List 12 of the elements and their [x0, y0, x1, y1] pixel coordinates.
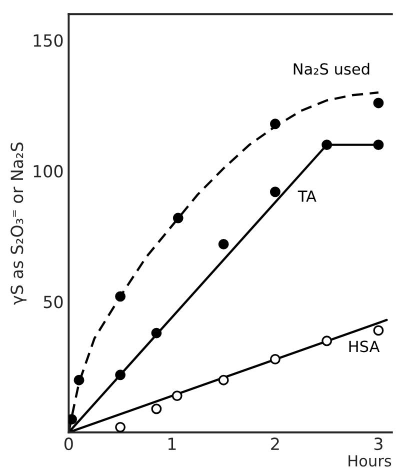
x-axis-title: Hours	[348, 455, 392, 467]
series-label: Na₂S used	[294, 62, 370, 75]
x-tick-label: 1	[168, 438, 176, 450]
y-tick-label: 150	[34, 34, 63, 47]
x-tick-label: 0	[64, 438, 73, 450]
x-tick-label: 2	[271, 438, 279, 450]
series-label: TA	[298, 190, 316, 202]
y-tick-label: 50	[44, 296, 63, 308]
y-axis-title: γS as S₂O₃⁼ or Na₂S	[10, 142, 26, 305]
y-tick-label: 100	[34, 164, 63, 178]
x-tick-label: 3	[374, 438, 382, 450]
series-label: HSA	[349, 340, 380, 352]
